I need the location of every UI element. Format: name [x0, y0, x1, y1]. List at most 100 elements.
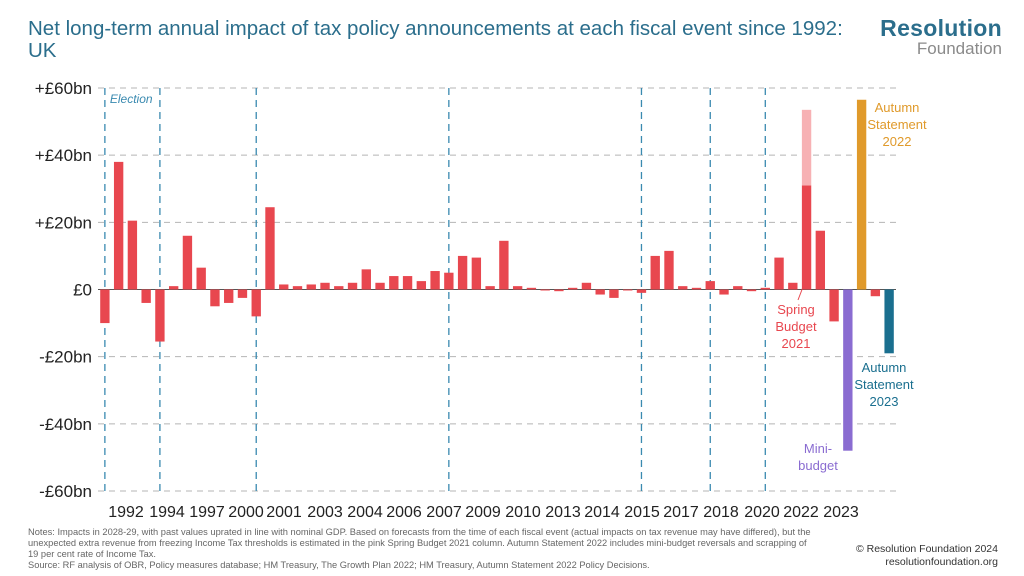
logo-line-2: Foundation	[916, 39, 1002, 58]
bar	[155, 289, 165, 342]
bar	[182, 235, 193, 290]
x-tick-label: 2018	[703, 504, 739, 521]
bar	[567, 287, 578, 290]
bar	[829, 289, 839, 322]
annotation-spring-budget-2021: 2021	[782, 336, 811, 351]
chart-title: Net long-term annual impact of tax polic…	[28, 17, 843, 62]
bar	[856, 99, 867, 290]
bar	[870, 289, 881, 297]
notes-text: Notes: Impacts in 2028-29, with past val…	[28, 527, 811, 559]
annotation-spring-budget-2021: Spring	[777, 302, 815, 317]
bar	[265, 207, 275, 290]
bar	[402, 276, 413, 290]
bar	[733, 286, 743, 290]
x-tick-label: 2004	[347, 504, 383, 521]
y-tick-label: +£60bn	[35, 79, 92, 98]
bar	[306, 284, 316, 290]
bar	[251, 289, 261, 317]
bar	[237, 289, 248, 298]
bar	[430, 271, 440, 290]
spring-budget-leader-line	[797, 286, 804, 301]
annotation-autumn-statement-2023: Statement	[854, 377, 914, 392]
bar	[196, 267, 206, 290]
bar	[168, 286, 179, 290]
x-tick-label: 2009	[465, 504, 501, 521]
bar	[650, 255, 660, 290]
bar	[499, 240, 509, 290]
bar	[361, 269, 371, 290]
bar	[609, 289, 619, 298]
x-tick-label: 2003	[307, 504, 343, 521]
bar	[540, 289, 550, 291]
bar	[485, 286, 495, 290]
x-tick-label: 2017	[663, 504, 699, 521]
y-tick-label: £0	[73, 281, 92, 300]
footer-credit: © Resolution Foundation 2024 resolutionf…	[856, 543, 998, 569]
bar	[292, 286, 303, 290]
bar	[691, 287, 702, 290]
annotation-mini-budget: budget	[798, 458, 838, 473]
bar	[623, 289, 633, 291]
x-tick-label: 1997	[189, 504, 225, 521]
bar	[526, 287, 537, 290]
website-text: resolutionfoundation.org	[885, 556, 998, 568]
x-tick-label: 1994	[149, 504, 185, 521]
bar	[471, 257, 482, 290]
annotation-autumn-statement-2023: Autumn	[862, 360, 907, 375]
annotation-mini-budget: Mini-	[804, 441, 832, 456]
bar	[224, 289, 234, 303]
x-tick-label: 2006	[386, 504, 422, 521]
bar	[375, 282, 385, 290]
bar	[279, 284, 289, 290]
bar	[127, 220, 138, 290]
bar	[389, 276, 399, 290]
x-tick-label: 2020	[744, 504, 780, 521]
bar	[719, 289, 729, 295]
annotation-autumn-statement-2022: 2022	[883, 134, 912, 149]
x-tick-label: 2013	[545, 504, 581, 521]
x-tick-label: 2000	[228, 504, 264, 521]
bar	[554, 289, 564, 292]
bar	[581, 282, 592, 290]
spring-budget-extra-bar	[801, 109, 812, 186]
annotation-spring-budget-2021: Budget	[775, 319, 817, 334]
bar	[788, 282, 798, 290]
logo-line-1: Resolution	[880, 15, 1002, 41]
bar	[678, 286, 688, 290]
source-text: Source: RF analysis of OBR, Policy measu…	[28, 560, 650, 570]
y-tick-label: -£60bn	[39, 482, 92, 501]
bar	[141, 289, 151, 303]
bar	[636, 289, 647, 293]
bar	[512, 286, 523, 290]
x-tick-label: 2001	[266, 504, 302, 521]
bar	[760, 287, 770, 290]
x-tick-label: 2015	[624, 504, 660, 521]
bar	[457, 255, 468, 290]
bar	[774, 257, 784, 290]
bar	[746, 289, 757, 292]
bar	[347, 282, 358, 290]
y-tick-label: -£40bn	[39, 415, 92, 434]
bar	[705, 281, 715, 290]
x-tick-label: 2007	[426, 504, 462, 521]
annotation-autumn-statement-2022: Autumn	[875, 100, 920, 115]
x-tick-label: 1992	[108, 504, 144, 521]
y-tick-label: -£20bn	[39, 348, 92, 367]
x-tick-label: 2014	[584, 504, 620, 521]
bar	[815, 230, 826, 290]
bar	[113, 161, 124, 290]
footer-notes: Notes: Impacts in 2028-29, with past val…	[28, 527, 818, 571]
bar	[595, 289, 605, 295]
bar	[100, 289, 110, 324]
resolution-foundation-logo: Resolution Foundation	[880, 16, 1002, 58]
bar	[334, 286, 344, 290]
y-tick-label: +£40bn	[35, 146, 92, 165]
annotation-autumn-statement-2022: Statement	[867, 117, 927, 132]
bar	[444, 272, 454, 290]
x-tick-label: 2010	[505, 504, 541, 521]
x-tick-label: 2023	[823, 504, 859, 521]
bar	[210, 289, 220, 307]
bar	[664, 250, 674, 290]
bar	[801, 185, 812, 290]
